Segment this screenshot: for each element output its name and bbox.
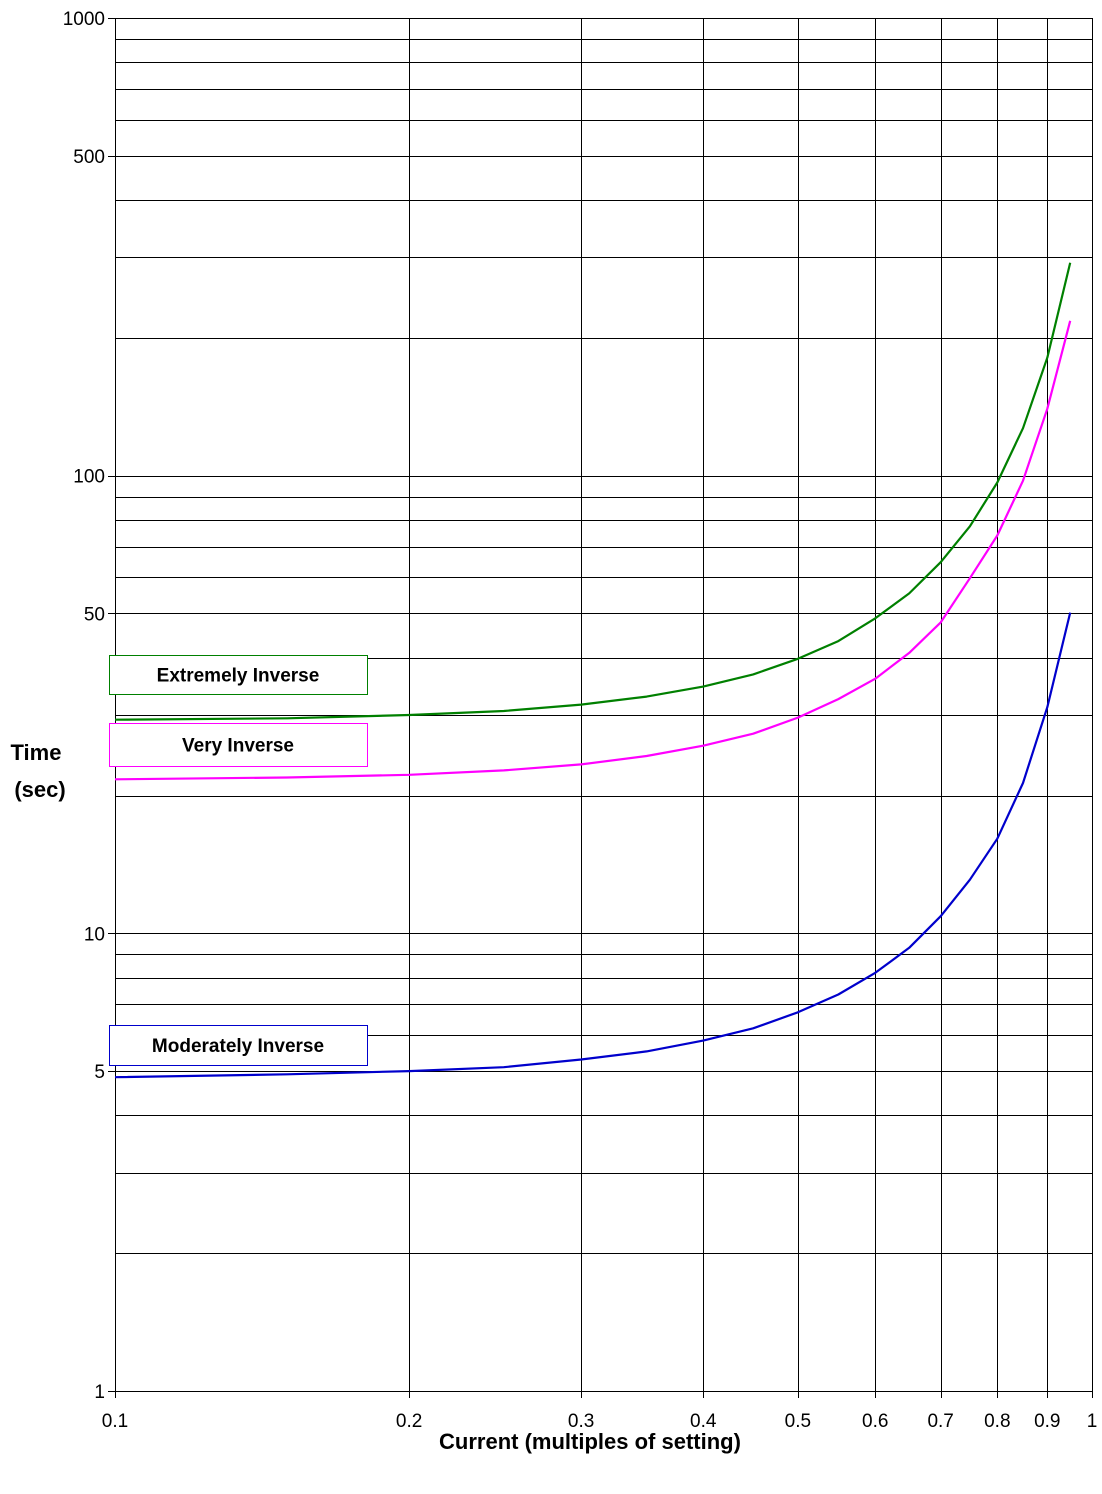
legend-item-extremely-inverse: Extremely Inverse — [109, 655, 368, 695]
y-tick-label: 5 — [94, 1062, 105, 1083]
legend-box — [109, 655, 368, 695]
x-tick-label: 0.1 — [102, 1411, 128, 1432]
legend-item-moderately-inverse: Moderately Inverse — [109, 1025, 368, 1066]
legend-box — [109, 1025, 368, 1066]
x-tick-label: 0.2 — [396, 1411, 422, 1432]
x-tick-label: 0.8 — [984, 1411, 1010, 1432]
legend-box — [109, 723, 368, 767]
tick-labels: 0.1 0.2 0.3 0.4 0.5 0.6 0.7 0.8 0.9 1 1 5 10 50 100 500… — [63, 9, 1098, 1432]
y-axis-title-line-1: Time — [11, 740, 62, 765]
axes — [108, 18, 1093, 1398]
legend-label: Very Inverse — [182, 736, 294, 757]
legend-label: Moderately Inverse — [152, 1036, 324, 1057]
x-tick-label: 1 — [1087, 1411, 1098, 1432]
x-tick-label: 0.3 — [568, 1411, 594, 1432]
grid — [115, 18, 1093, 1391]
series-lines — [114, 262, 1072, 1079]
y-tick-label: 1 — [94, 1382, 105, 1403]
series-line-very-inverse — [114, 320, 1072, 781]
legend: Extremely Inverse Very Inverse Moderately … — [109, 655, 368, 1066]
y-tick-label: 50 — [84, 604, 105, 625]
y-axis-title-line-2: (sec) — [14, 777, 65, 802]
x-tick-label: 0.9 — [1034, 1411, 1060, 1432]
legend-item-very-inverse: Very Inverse — [109, 723, 368, 767]
y-tick-label: 500 — [73, 147, 105, 168]
x-tick-label: 0.7 — [927, 1411, 953, 1432]
series-line-extremely-inverse — [114, 262, 1072, 721]
x-axis-title: Current (multiples of setting) — [439, 1429, 741, 1454]
y-tick-label: 1000 — [63, 9, 105, 30]
x-tick-label: 0.6 — [862, 1411, 888, 1432]
series-line-moderately-inverse — [114, 612, 1072, 1079]
legend-label: Extremely Inverse — [157, 666, 320, 687]
y-tick-label: 100 — [73, 467, 105, 488]
x-tick-label: 0.5 — [785, 1411, 811, 1432]
y-tick-label: 10 — [84, 924, 105, 945]
x-tick-label: 0.4 — [690, 1411, 717, 1432]
